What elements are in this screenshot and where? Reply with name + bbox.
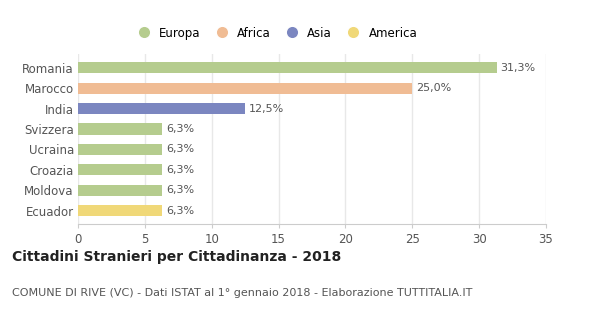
Text: 6,3%: 6,3%: [166, 144, 194, 155]
Bar: [78, 103, 245, 114]
Bar: [78, 83, 412, 94]
Bar: [78, 124, 162, 135]
Bar: [78, 144, 162, 155]
Bar: [78, 164, 162, 175]
Text: 6,3%: 6,3%: [166, 185, 194, 195]
Text: 6,3%: 6,3%: [166, 165, 194, 175]
Legend: Europa, Africa, Asia, America: Europa, Africa, Asia, America: [128, 23, 421, 43]
Text: 31,3%: 31,3%: [500, 63, 536, 73]
Text: 6,3%: 6,3%: [166, 206, 194, 216]
Text: 6,3%: 6,3%: [166, 124, 194, 134]
Text: Cittadini Stranieri per Cittadinanza - 2018: Cittadini Stranieri per Cittadinanza - 2…: [12, 250, 341, 264]
Text: 12,5%: 12,5%: [249, 104, 284, 114]
Bar: [78, 62, 497, 73]
Bar: [78, 185, 162, 196]
Bar: [78, 205, 162, 216]
Text: COMUNE DI RIVE (VC) - Dati ISTAT al 1° gennaio 2018 - Elaborazione TUTTITALIA.IT: COMUNE DI RIVE (VC) - Dati ISTAT al 1° g…: [12, 288, 472, 298]
Text: 25,0%: 25,0%: [416, 83, 452, 93]
